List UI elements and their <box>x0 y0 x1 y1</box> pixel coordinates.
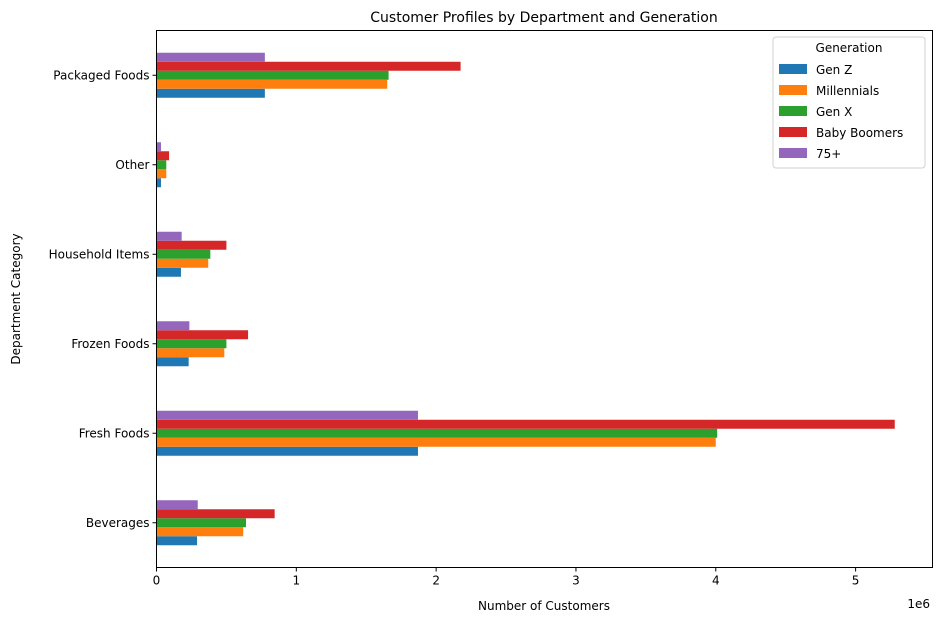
bar-other-gen-z <box>156 178 161 188</box>
x-axis-ticks: 0 1 2 3 4 5 <box>153 567 860 588</box>
bar-beverages-75plus <box>156 500 198 510</box>
legend-label-millennials: Millennials <box>816 84 879 98</box>
x-axis-label: Number of Customers <box>478 599 610 613</box>
bar-packaged-foods-75plus <box>156 52 265 62</box>
bar-packaged-foods-gen-z <box>156 88 265 98</box>
legend-items: Gen Z Millennials Gen X Baby Boomers 75+ <box>779 63 903 161</box>
bar-beverages-millennials <box>156 527 244 537</box>
y-axis-label: Department Category <box>9 233 23 364</box>
x-tick-label: 3 <box>572 574 580 588</box>
chart-title: Customer Profiles by Department and Gene… <box>370 10 717 26</box>
bar-frozen-foods-75plus <box>156 321 190 331</box>
bar-beverages-gen-z <box>156 536 198 546</box>
legend-swatch-75plus <box>779 148 807 158</box>
bar-fresh-foods-baby-boomers <box>156 419 895 429</box>
legend-swatch-gen-x <box>779 106 807 116</box>
bar-fresh-foods-gen-z <box>156 446 418 456</box>
bar-frozen-foods-baby-boomers <box>156 330 249 340</box>
bar-other-millennials <box>156 169 167 179</box>
bar-fresh-foods-gen-x <box>156 428 718 438</box>
bar-beverages-gen-x <box>156 518 246 528</box>
x-tick-label: 0 <box>153 574 161 588</box>
y-axis-ticks: Beverages Fresh Foods Frozen Foods Househol… <box>49 68 157 530</box>
bar-fresh-foods-75plus <box>156 410 418 420</box>
plot-frame <box>156 30 933 568</box>
bar-packaged-foods-millennials <box>156 79 388 89</box>
x-tick-label: 1 <box>292 574 300 588</box>
x-tick-label: 2 <box>432 574 440 588</box>
legend-swatch-millennials <box>779 85 807 95</box>
bar-frozen-foods-gen-x <box>156 339 227 349</box>
legend-label-75plus: 75+ <box>816 147 841 161</box>
y-tick-label: Other <box>115 158 149 172</box>
legend-label-gen-z: Gen Z <box>816 63 852 77</box>
y-tick-label: Beverages <box>86 516 150 530</box>
y-tick-label: Frozen Foods <box>71 337 149 351</box>
legend-title: Generation <box>816 41 883 55</box>
legend-label-baby-boomers: Baby Boomers <box>816 126 903 140</box>
bar-other-75plus <box>156 142 161 152</box>
bar-other-baby-boomers <box>156 151 170 161</box>
legend-swatch-gen-z <box>779 64 807 74</box>
x-tick-label: 4 <box>712 574 720 588</box>
x-scale-label: 1e6 <box>907 597 930 611</box>
bar-household-items-gen-x <box>156 249 211 259</box>
bar-household-items-millennials <box>156 258 209 268</box>
bars-layer <box>156 52 895 546</box>
legend-swatch-baby-boomers <box>779 127 807 137</box>
legend: Generation Gen Z Millennials Gen X Baby Boo… <box>772 36 926 169</box>
y-tick-label: Fresh Foods <box>79 426 150 440</box>
bar-packaged-foods-baby-boomers <box>156 61 461 71</box>
bar-fresh-foods-millennials <box>156 437 716 447</box>
legend-label-gen-x: Gen X <box>816 105 852 119</box>
bar-frozen-foods-gen-z <box>156 357 189 367</box>
bar-beverages-baby-boomers <box>156 509 275 519</box>
bar-packaged-foods-gen-x <box>156 70 389 80</box>
legend-box <box>772 36 926 169</box>
bar-household-items-75plus <box>156 231 182 241</box>
bar-household-items-gen-z <box>156 267 181 277</box>
y-tick-label: Packaged Foods <box>53 68 149 82</box>
bar-frozen-foods-millennials <box>156 348 225 358</box>
bar-other-gen-x <box>156 160 167 170</box>
bar-household-items-baby-boomers <box>156 240 227 250</box>
y-tick-label: Household Items <box>49 247 150 261</box>
x-tick-label: 5 <box>852 574 860 588</box>
